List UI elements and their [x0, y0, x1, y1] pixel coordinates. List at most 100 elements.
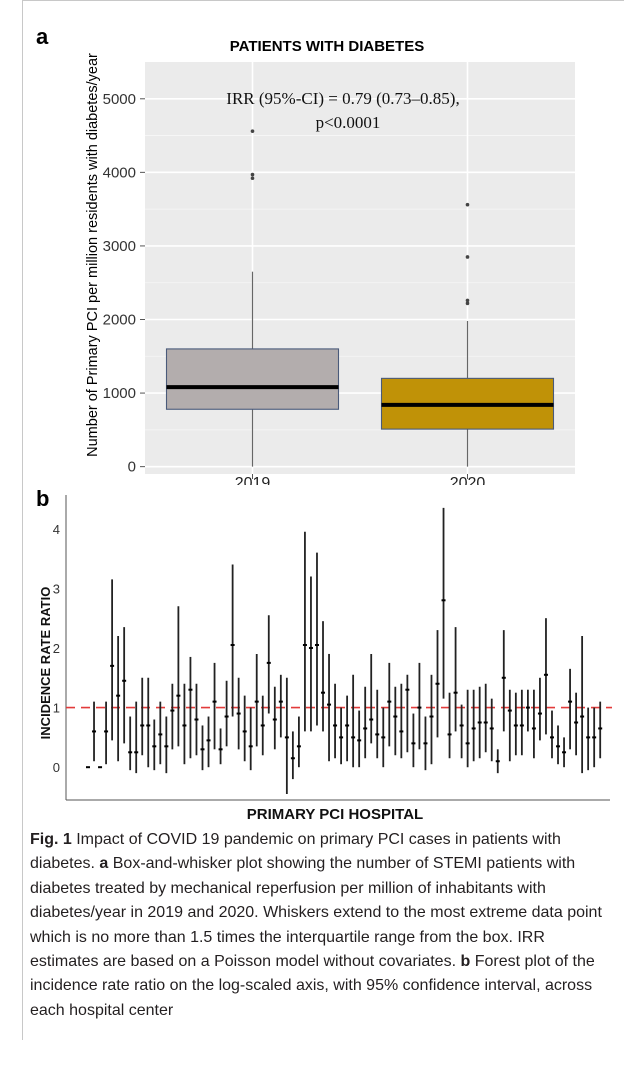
panel-b-y-axis-label: INCIDENCE RATE RATIO: [38, 587, 53, 740]
caption-text-intro: Impact of COVID 19 pandemic on primary P…: [30, 831, 561, 873]
panel-b-estimate: [170, 683, 175, 750]
panel-b-point-estimate: [405, 688, 410, 691]
panel-b-point-estimate: [598, 727, 603, 730]
panel-b-estimate: [568, 668, 573, 750]
panel-b-estimate: [549, 710, 554, 759]
panel-b-point-estimate: [116, 694, 121, 697]
panel-a-outlier-point: [465, 255, 470, 259]
panel-a-x-tick-label: 2020: [450, 475, 486, 485]
panel-b-estimate: [134, 701, 139, 774]
panel-b-point-estimate: [284, 736, 289, 739]
panel-b-y-tick-label: 3: [53, 581, 60, 596]
panel-a-outlier-point: [465, 202, 470, 207]
panel-b-point-estimate: [399, 730, 404, 733]
panel-b-point-estimate: [278, 700, 283, 703]
panel-b-estimate: [333, 683, 338, 759]
panel-b-estimate: [453, 627, 458, 732]
panel-b-point-estimate: [164, 745, 169, 748]
panel-b-estimate: [423, 716, 428, 771]
panel-b-forest-plot: b 0 1 2 3 4 INCIDENCE RATE RATIO PRIMARY PCI…: [36, 486, 612, 823]
panel-b-estimate: [447, 692, 452, 759]
panel-b-estimate: [525, 689, 530, 732]
panel-b-estimate: [465, 689, 470, 768]
panel-b-point-estimate: [194, 718, 199, 721]
panel-b-point-estimate: [393, 715, 398, 718]
panel-b-point-estimate: [134, 751, 139, 754]
panel-b-letter: b: [36, 486, 49, 511]
panel-b-point-estimate: [212, 700, 217, 703]
panel-b-point-estimate: [531, 727, 536, 730]
panel-b-estimate: [194, 683, 199, 756]
panel-b-estimate: [387, 662, 392, 747]
panel-b-point-estimate: [266, 661, 271, 664]
panel-b-estimate: [562, 737, 567, 768]
panel-b-estimate: [586, 707, 591, 771]
caption-text-b: Forest plot of the incidence rate ratio …: [30, 953, 595, 1019]
panel-b-estimate: [556, 725, 561, 765]
panel-b-point-estimate: [562, 751, 567, 754]
panel-b-estimate: [266, 615, 271, 714]
panel-b-estimate: [248, 707, 253, 771]
panel-b-estimate: [375, 689, 380, 759]
panel-b-estimate: [290, 731, 295, 780]
panel-b-estimates: [86, 507, 603, 795]
panel-b-estimate: [519, 689, 524, 756]
panel-b-estimate: [441, 507, 446, 699]
panel-b-estimate: [598, 701, 603, 759]
panel-b-estimate: [477, 686, 482, 759]
panel-b-estimate: [537, 677, 542, 741]
figure-caption: Fig. 1 Impact of COVID 19 pandemic on pr…: [30, 828, 615, 1023]
panel-b-estimate: [110, 579, 115, 741]
panel-b-y-axis: 0 1 2 3 4: [53, 522, 60, 775]
panel-b-estimate: [543, 618, 548, 735]
panel-b-point-estimate: [314, 644, 319, 646]
panel-b-estimate: [206, 716, 211, 768]
panel-b-point-estimate: [471, 727, 476, 730]
caption-b-label: b: [460, 953, 471, 971]
panel-b-point-estimate: [98, 766, 103, 769]
panel-b-estimate: [501, 630, 506, 732]
panel-b-estimate: [152, 719, 157, 771]
panel-b-estimate: [104, 701, 109, 765]
panel-b-point-estimate: [302, 644, 307, 646]
panel-b-estimate: [483, 683, 488, 753]
panel-b-estimate: [302, 531, 307, 732]
panel-b-point-estimate: [568, 700, 573, 703]
panel-b-point-estimate: [290, 757, 295, 760]
panel-b-y-tick-label: 0: [53, 760, 60, 775]
panel-b-estimate: [272, 686, 277, 750]
panel-b-estimate: [278, 674, 283, 738]
panel-b-point-estimate: [236, 712, 241, 715]
panel-b-point-estimate: [86, 766, 90, 769]
panel-b-y-tick-label: 1: [53, 701, 60, 716]
panel-b-estimate: [345, 695, 350, 762]
caption-text-a: Box-and-whisker plot showing the number …: [30, 855, 602, 971]
panel-a-outlier-point: [250, 129, 255, 133]
panel-b-point-estimate: [513, 724, 518, 727]
panel-b-point-estimate: [483, 721, 488, 724]
panel-b-estimate: [580, 636, 585, 774]
panel-b-estimate: [188, 656, 193, 759]
panel-b-estimate: [489, 698, 494, 762]
panel-a-y-tick-label: 5000: [103, 91, 136, 108]
panel-b-point-estimate: [230, 644, 235, 646]
panel-b-point-estimate: [465, 742, 470, 745]
panel-b-point-estimate: [333, 724, 338, 727]
panel-a-y-tick-label: 4000: [103, 164, 136, 181]
panel-b-estimate: [363, 686, 368, 759]
panel-a-boxes: [165, 129, 555, 467]
caption-label: Fig. 1: [30, 831, 72, 848]
panel-a-outlier-point: [250, 172, 255, 177]
panel-b-estimate: [459, 704, 464, 759]
panel-a-p-value: p<0.0001: [316, 113, 381, 132]
panel-a-x-tick-label: 2019: [235, 475, 271, 485]
panel-b-point-estimate: [495, 760, 500, 763]
panel-b-point-estimate: [357, 739, 362, 742]
panel-b-point-estimate: [453, 691, 458, 694]
panel-b-point-estimate: [369, 718, 374, 721]
panel-b-point-estimate: [411, 742, 416, 745]
panel-b-point-estimate: [339, 736, 344, 739]
panel-b-estimate: [592, 707, 597, 768]
panel-b-point-estimate: [586, 736, 591, 739]
panel-b-estimate: [327, 653, 332, 762]
